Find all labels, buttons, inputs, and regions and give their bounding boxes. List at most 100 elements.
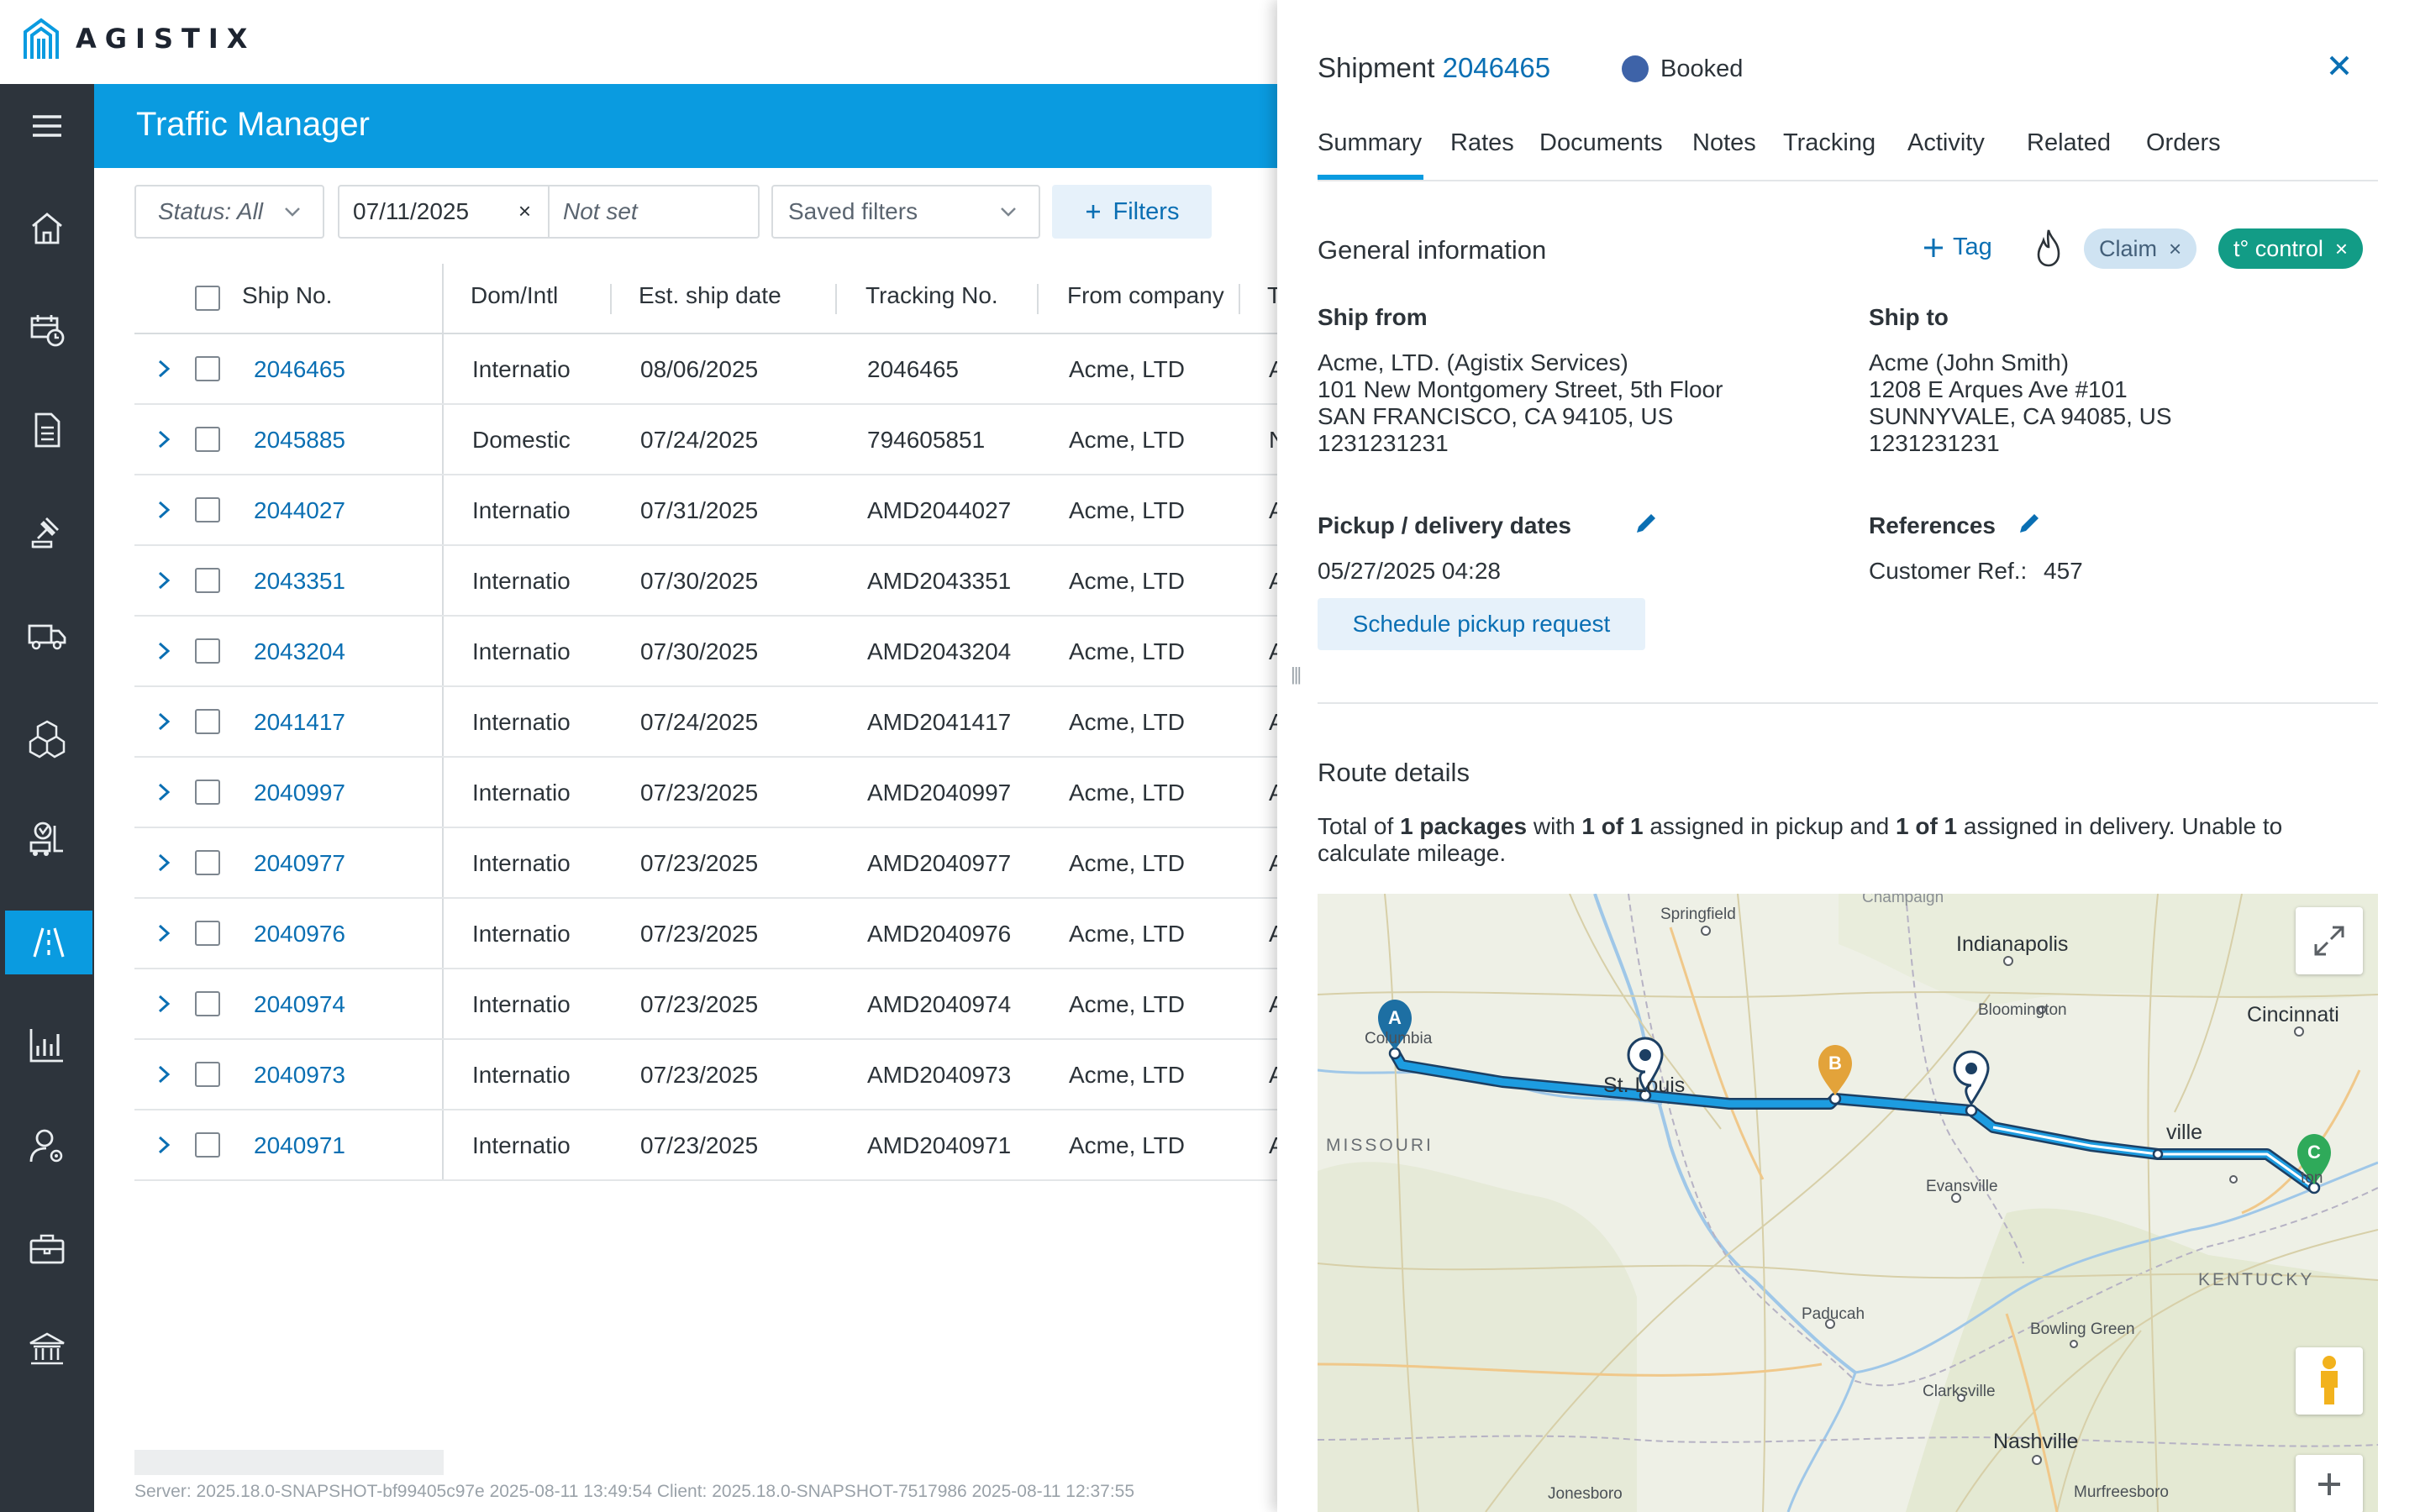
ship-no-link[interactable]: 2043351 (254, 568, 346, 594)
brand-logo[interactable]: AGISTIX (22, 17, 255, 60)
expand-row-chevron-icon[interactable] (151, 1132, 176, 1158)
expand-row-chevron-icon[interactable] (151, 921, 176, 946)
tab-orders[interactable]: Orders (2146, 129, 2221, 156)
ship-no-link[interactable]: 2041417 (254, 709, 346, 735)
expand-row-chevron-icon[interactable] (151, 638, 176, 664)
row-checkbox[interactable] (195, 991, 220, 1016)
column-header-from-company[interactable]: From company (1067, 282, 1224, 308)
schedule-pickup-button[interactable]: Schedule pickup request (1318, 598, 1645, 650)
date-to-field[interactable]: Not set (548, 185, 760, 239)
ship-no-link[interactable]: 2045885 (254, 427, 346, 453)
column-header-tracking-no[interactable]: Tracking No. (865, 282, 998, 308)
marker-c-icon[interactable]: C (2297, 1134, 2331, 1184)
saved-filters-select[interactable]: Saved filters (771, 185, 1040, 239)
column-separator[interactable] (1239, 284, 1240, 314)
row-checkbox[interactable] (195, 356, 220, 381)
ship-no-link[interactable]: 2046465 (254, 356, 346, 382)
fullscreen-map-button[interactable] (2296, 907, 2363, 974)
row-checkbox[interactable] (195, 1062, 220, 1087)
tab-rates[interactable]: Rates (1450, 129, 1514, 156)
clear-date-icon[interactable]: × (518, 198, 531, 223)
column-header-dom-intl[interactable]: Dom/Intl (471, 282, 559, 308)
table-row[interactable]: 2040971 Internatio 07/23/2025 AMD2040971 Acm… (134, 1110, 1286, 1181)
row-checkbox[interactable] (195, 427, 220, 452)
tab-documents[interactable]: Documents (1539, 129, 1663, 156)
auction-gavel-icon[interactable] (0, 501, 94, 564)
toolbox-icon[interactable] (0, 1216, 94, 1280)
select-all-checkbox[interactable] (195, 286, 220, 311)
shipment-schedule-icon[interactable] (0, 297, 94, 361)
table-row[interactable]: 2040974 Internatio 07/23/2025 AMD2040974 Acm… (134, 969, 1286, 1040)
traffic-routes-icon[interactable] (5, 911, 92, 974)
table-row[interactable]: 2043351 Internatio 07/30/2025 AMD2043351 Acm… (134, 546, 1286, 617)
column-header-est-ship-date[interactable]: Est. ship date (639, 282, 781, 308)
remove-tag-icon[interactable]: × (2334, 235, 2349, 261)
ship-no-link[interactable]: 2043204 (254, 638, 346, 664)
user-settings-icon[interactable] (0, 1114, 94, 1178)
expand-row-chevron-icon[interactable] (151, 780, 176, 805)
row-checkbox[interactable] (195, 850, 220, 875)
remove-tag-icon[interactable]: × (2169, 235, 2182, 261)
warehouse-forklift-icon[interactable] (0, 806, 94, 870)
ship-no-link[interactable]: 2040974 (254, 991, 346, 1017)
ship-no-link[interactable]: 2044027 (254, 497, 346, 523)
waypoint-pin-icon[interactable] (1627, 1037, 1664, 1093)
row-checkbox[interactable] (195, 709, 220, 734)
expand-row-chevron-icon[interactable] (151, 568, 176, 593)
expand-row-chevron-icon[interactable] (151, 1062, 176, 1087)
add-tag-button[interactable]: Tag (1923, 234, 1992, 261)
table-row[interactable]: 2040977 Internatio 07/23/2025 AMD2040977 Acm… (134, 828, 1286, 899)
date-from-field[interactable]: 07/11/2025 × (338, 185, 548, 239)
table-row[interactable]: 2046465 Internatio 08/06/2025 2046465 Acme, … (134, 334, 1286, 405)
row-checkbox[interactable] (195, 1132, 220, 1158)
resize-handle[interactable]: ||| (1291, 664, 1302, 685)
marker-a-icon[interactable]: A (1378, 1000, 1412, 1050)
institution-icon[interactable] (0, 1317, 94, 1381)
edit-dates-pencil-icon[interactable] (1634, 511, 1659, 536)
column-header-ship-no[interactable]: Ship No. (242, 282, 333, 308)
edit-references-pencil-icon[interactable] (2017, 511, 2042, 536)
menu-icon[interactable] (0, 94, 94, 158)
horizontal-scrollbar[interactable] (134, 1450, 444, 1475)
status-filter[interactable]: Status: All (134, 185, 324, 239)
document-icon[interactable] (0, 398, 94, 462)
street-view-pegman-button[interactable] (2296, 1347, 2363, 1415)
zoom-in-button[interactable] (2296, 1455, 2363, 1512)
ship-no-link[interactable]: 2040971 (254, 1132, 346, 1158)
marker-b-icon[interactable]: B (1818, 1045, 1852, 1095)
table-row[interactable]: 2044027 Internatio 07/31/2025 AMD2044027 Acm… (134, 475, 1286, 546)
table-row[interactable]: 2040976 Internatio 07/23/2025 AMD2040976 Acm… (134, 899, 1286, 969)
table-row[interactable]: 2040973 Internatio 07/23/2025 AMD2040973 Acm… (134, 1040, 1286, 1110)
table-row[interactable]: 2041417 Internatio 07/24/2025 AMD2041417 Acm… (134, 687, 1286, 758)
column-separator[interactable] (610, 284, 612, 314)
hot-flame-icon[interactable] (2030, 227, 2067, 269)
row-checkbox[interactable] (195, 921, 220, 946)
truck-icon[interactable] (0, 603, 94, 667)
tag-chip-temperature-control[interactable]: t° control × (2218, 228, 2364, 269)
row-checkbox[interactable] (195, 638, 220, 664)
ship-no-link[interactable]: 2040977 (254, 850, 346, 876)
route-map[interactable]: A B C Spri (1318, 894, 2378, 1512)
tab-tracking[interactable]: Tracking (1783, 129, 1876, 156)
column-separator[interactable] (835, 284, 837, 314)
filters-button[interactable]: Filters (1052, 185, 1212, 239)
waypoint-pin-icon[interactable] (1953, 1050, 1990, 1106)
table-row[interactable]: 2040997 Internatio 07/23/2025 AMD2040997 Acm… (134, 758, 1286, 828)
tag-chip-claim[interactable]: Claim × (2084, 228, 2197, 269)
ship-no-link[interactable]: 2040976 (254, 921, 346, 947)
expand-row-chevron-icon[interactable] (151, 356, 176, 381)
tab-notes[interactable]: Notes (1692, 129, 1756, 156)
tab-summary[interactable]: Summary (1318, 129, 1423, 156)
packages-icon[interactable] (0, 706, 94, 769)
expand-row-chevron-icon[interactable] (151, 991, 176, 1016)
ship-no-link[interactable]: 2040997 (254, 780, 346, 806)
table-row[interactable]: 2043204 Internatio 07/30/2025 AMD2043204 Acm… (134, 617, 1286, 687)
ship-no-link[interactable]: 2040973 (254, 1062, 346, 1088)
reports-chart-icon[interactable] (0, 1013, 94, 1077)
table-row[interactable]: 2045885 Domestic 07/24/2025 794605851 Acme, … (134, 405, 1286, 475)
expand-row-chevron-icon[interactable] (151, 709, 176, 734)
column-separator[interactable] (1037, 284, 1039, 314)
row-checkbox[interactable] (195, 780, 220, 805)
row-checkbox[interactable] (195, 568, 220, 593)
row-checkbox[interactable] (195, 497, 220, 522)
